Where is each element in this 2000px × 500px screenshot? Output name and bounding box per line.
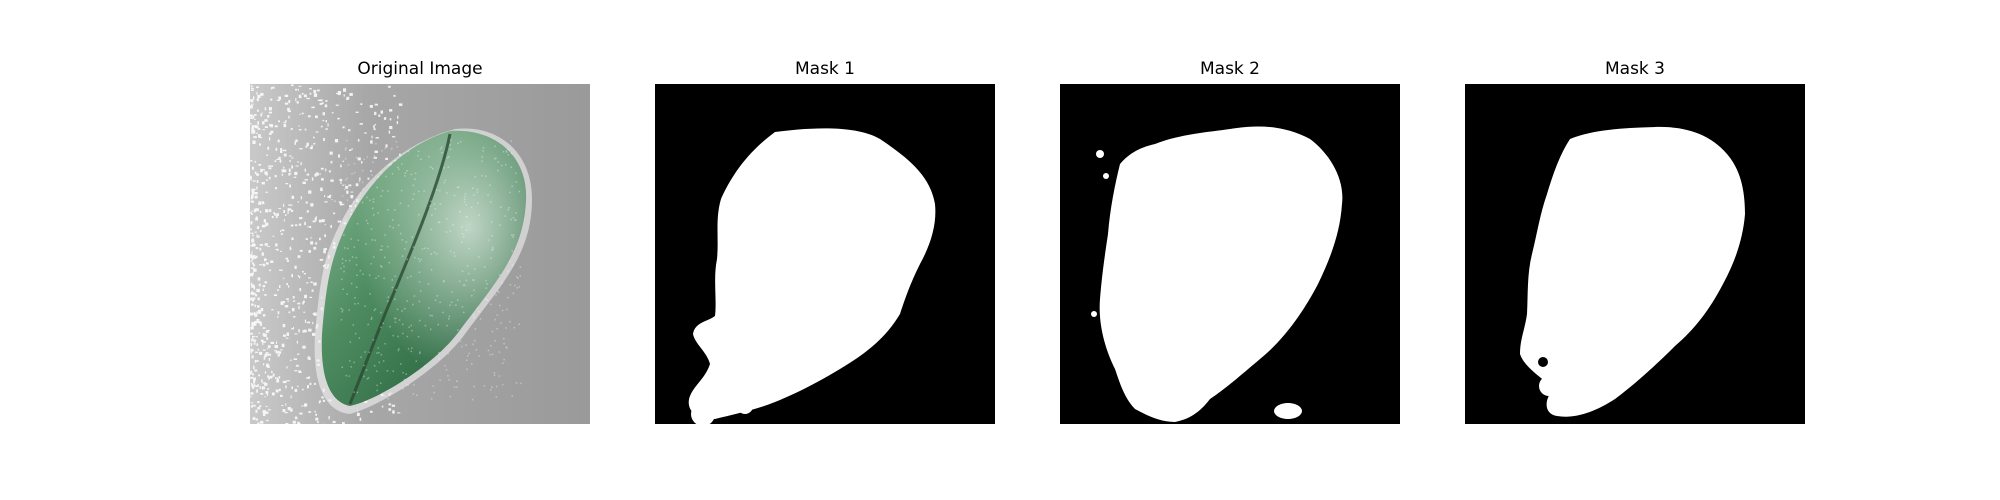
mask-1-image bbox=[655, 84, 995, 424]
mask-2-image bbox=[1060, 84, 1400, 424]
mask-3-region bbox=[1520, 126, 1745, 417]
panel-title-original: Original Image bbox=[357, 59, 483, 79]
leaf-midrib bbox=[348, 133, 452, 405]
panel-title-mask-1: Mask 1 bbox=[794, 59, 855, 79]
panel-title-mask-3: Mask 3 bbox=[1604, 59, 1665, 79]
panel-title-mask-2: Mask 2 bbox=[1199, 59, 1260, 79]
mask-3-image bbox=[1465, 84, 1805, 424]
mask-2-region bbox=[1099, 126, 1343, 422]
original-leaf-image bbox=[250, 84, 590, 424]
mask-1-region bbox=[688, 128, 936, 420]
